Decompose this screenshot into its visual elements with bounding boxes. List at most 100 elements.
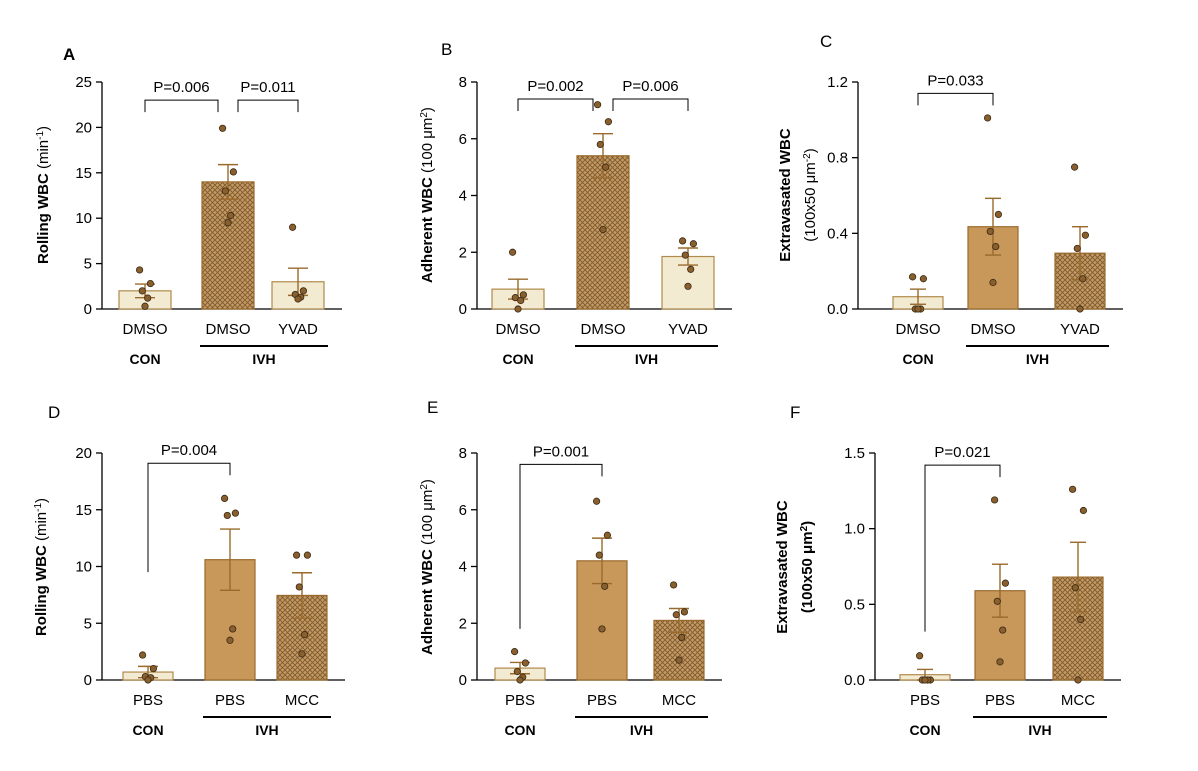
p-value-label: P=0.011	[240, 79, 295, 96]
data-point	[510, 648, 519, 656]
data-point	[513, 667, 521, 676]
data-point	[227, 211, 235, 220]
y-unit-text: (min	[33, 512, 50, 541]
data-point	[301, 630, 309, 639]
y-tick-label: 8	[459, 445, 467, 462]
group-label-ivh: IVH	[252, 351, 275, 367]
x-category-label: PBS	[910, 692, 940, 709]
p-value-label: P=0.006	[153, 79, 209, 96]
panel-letter: C	[820, 32, 832, 51]
data-point	[229, 625, 237, 633]
y-tick-label: 0	[84, 672, 92, 689]
y-axis-label: Extravasated WBC	[774, 500, 791, 634]
x-category-label: DMSO	[896, 321, 941, 338]
p-value-label: P=0.004	[161, 442, 217, 459]
y-tick-label: 0	[84, 301, 92, 318]
data-point	[1071, 584, 1079, 592]
group-label-ivh: IVH	[1028, 722, 1051, 738]
x-category-label: DMSO	[206, 321, 251, 338]
y-tick-label: 1.0	[844, 521, 865, 538]
panel-letter: E	[427, 398, 438, 417]
y-tick-label: 0.5	[844, 596, 865, 613]
y-label-main: Rolling WBC	[33, 541, 50, 636]
data-point	[221, 494, 229, 502]
y-unit-sup: -1	[35, 131, 46, 140]
p-value-label: P=0.001	[533, 443, 589, 460]
panel-letter: D	[48, 403, 60, 422]
data-point	[1076, 305, 1084, 313]
y-unit-text: (100 μm	[419, 118, 436, 173]
y-tick-label: 5	[84, 615, 92, 632]
comparison-bracket	[147, 462, 231, 573]
data-point	[294, 295, 302, 303]
data-point	[992, 242, 1000, 251]
data-point	[689, 240, 698, 248]
data-point	[598, 625, 606, 633]
data-point	[144, 294, 152, 302]
data-point	[514, 305, 522, 313]
y-tick-label: 25	[75, 74, 92, 91]
data-point	[983, 114, 992, 122]
data-point	[508, 248, 517, 256]
group-label-con: CON	[129, 351, 160, 367]
data-point	[1074, 676, 1082, 684]
p-value-label: P=0.002	[527, 78, 583, 95]
data-point	[219, 124, 227, 132]
data-point	[1079, 275, 1087, 283]
data-point	[521, 659, 530, 667]
data-point	[599, 225, 607, 234]
y-unit-text: (min	[35, 140, 52, 169]
x-category-label: PBS	[133, 692, 163, 709]
y-unit-tail: )	[799, 521, 816, 526]
group-label-con: CON	[504, 722, 535, 738]
data-point	[226, 636, 234, 644]
y-label-main: Adherent WBC	[419, 545, 436, 655]
x-category-label: DMSO	[971, 321, 1016, 338]
x-category-label: PBS	[985, 692, 1015, 709]
data-point	[604, 118, 613, 126]
group-label-ivh: IVH	[255, 722, 278, 738]
x-category-label: PBS	[215, 692, 245, 709]
data-point	[146, 279, 154, 288]
data-point	[1081, 231, 1090, 239]
data-point	[596, 140, 604, 149]
x-category-label: YVAD	[1060, 321, 1100, 338]
data-point	[601, 582, 609, 590]
panel-letter: F	[790, 403, 800, 422]
y-axis-unit-label: (100x50 μm2)	[799, 521, 817, 613]
data-point	[303, 551, 311, 559]
data-point	[680, 608, 689, 616]
data-point	[517, 296, 525, 305]
data-point	[914, 305, 922, 313]
y-unit-sup: -1	[33, 503, 44, 512]
data-point	[675, 656, 683, 664]
y-tick-label: 0.8	[827, 150, 848, 167]
y-axis-label: Rolling WBC (min-1)	[33, 498, 51, 636]
y-tick-label: 0.0	[844, 672, 865, 689]
data-point	[919, 275, 928, 283]
data-point	[292, 551, 301, 559]
data-point	[223, 511, 231, 520]
data-point	[908, 273, 917, 281]
comparison-bracket	[924, 464, 1001, 632]
comparison-bracket	[237, 99, 299, 113]
data-point	[1073, 244, 1081, 253]
comparison-bracket	[612, 98, 689, 112]
y-tick-label: 0.4	[827, 225, 848, 242]
data-point	[921, 676, 929, 684]
comparison-bracket	[917, 92, 994, 106]
y-axis-label: Adherent WBC (100 μm2)	[419, 479, 437, 655]
y-unit-text: (100x50 μm	[799, 531, 816, 613]
data-point	[516, 676, 524, 684]
x-category-label: DMSO	[581, 321, 626, 338]
x-category-label: YVAD	[668, 321, 708, 338]
data-point	[229, 168, 237, 176]
data-point	[519, 291, 528, 299]
bar	[201, 181, 255, 310]
x-category-label: PBS	[587, 692, 617, 709]
data-point	[996, 658, 1004, 666]
y-tick-label: 6	[459, 502, 467, 519]
data-point	[1079, 506, 1088, 515]
